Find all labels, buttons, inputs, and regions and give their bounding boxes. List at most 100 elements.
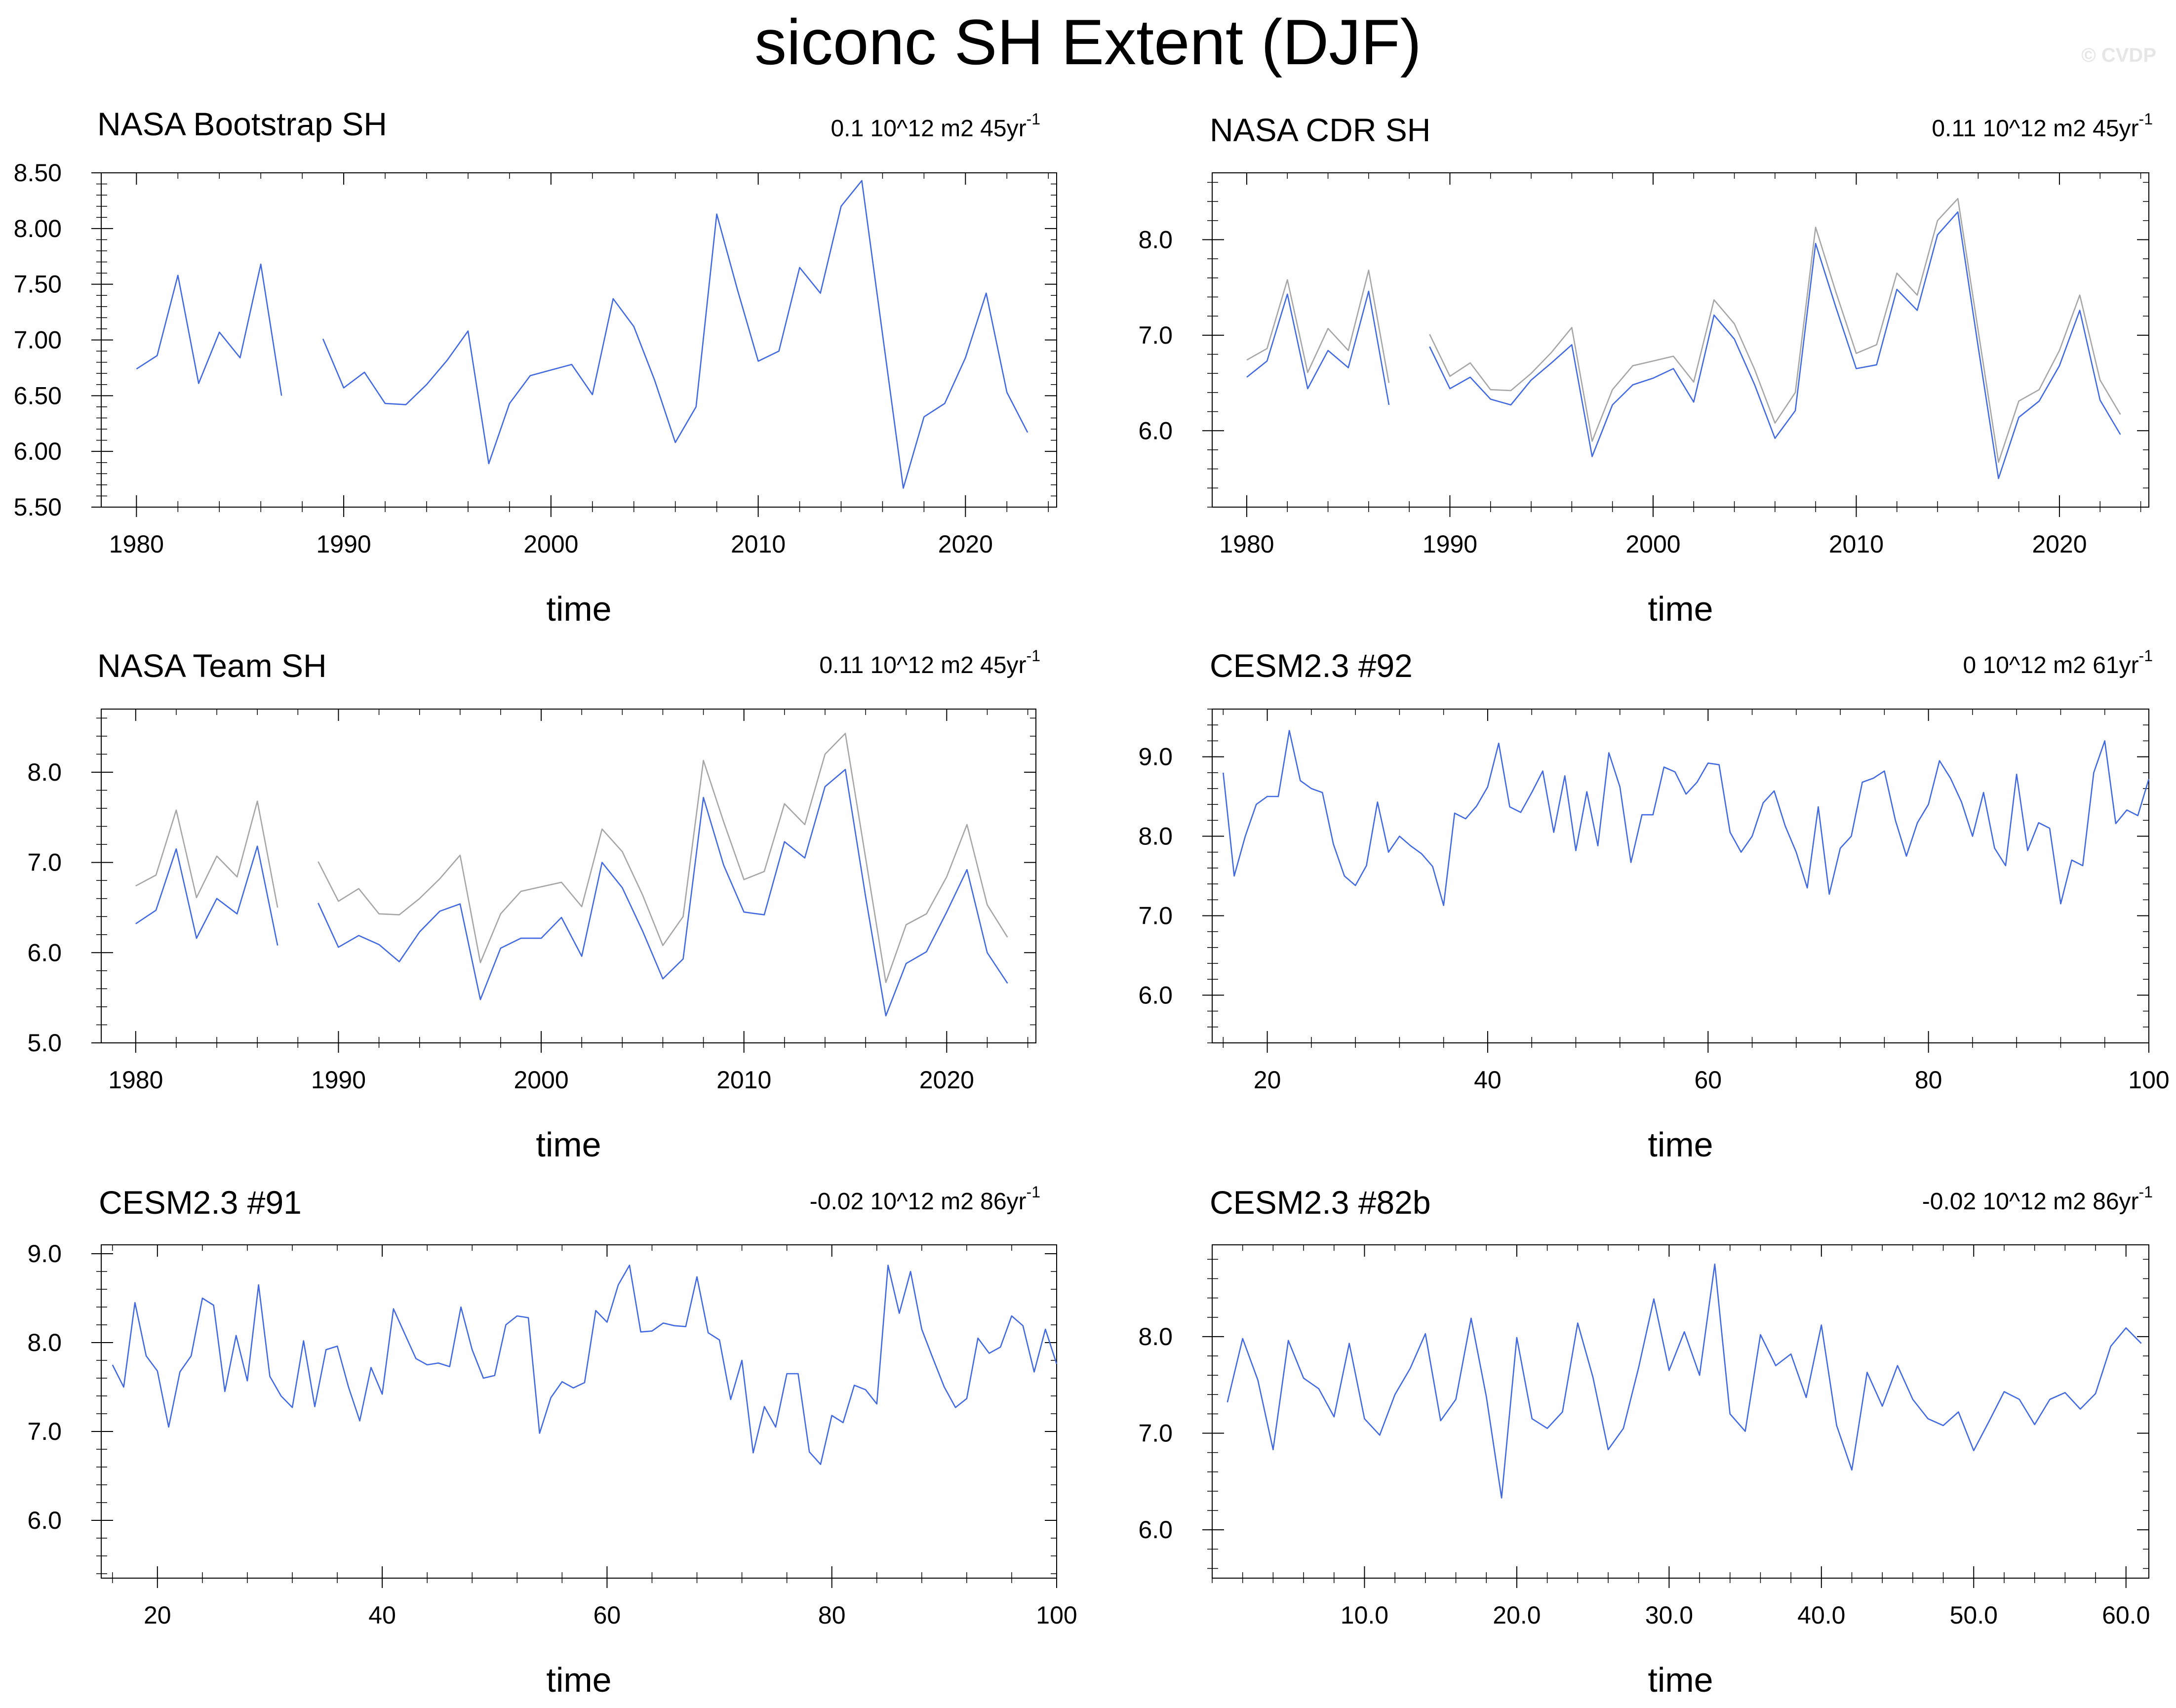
series-line <box>1246 198 2121 463</box>
x-tick-label: 1980 <box>109 530 164 558</box>
panel-title: NASA Bootstrap SH <box>97 106 387 142</box>
y-tick-label: 6.0 <box>27 939 62 966</box>
y-tick-label: 8.0 <box>27 758 62 786</box>
trend-value: 0.1 10^12 m2 45yr <box>831 116 1027 142</box>
trend-label: 0 10^12 m2 61yr-1 <box>1963 648 2153 677</box>
trend-value: 0 10^12 m2 61yr <box>1963 652 2139 678</box>
x-tick-label: 1980 <box>108 1066 163 1094</box>
y-tick-label: 7.0 <box>1138 321 1173 349</box>
x-axis-label: time <box>1648 590 1713 628</box>
trend-value: -0.02 10^12 m2 86yr <box>809 1189 1027 1215</box>
x-tick-label: 2000 <box>523 530 578 558</box>
y-tick-label: 8.0 <box>1138 1323 1173 1351</box>
series-line <box>1226 1263 2142 1499</box>
x-tick-label: 2000 <box>514 1066 568 1094</box>
y-tick-label: 5.50 <box>14 493 62 521</box>
y-tick-label: 6.0 <box>1138 981 1173 1009</box>
x-tick-label: 30.0 <box>1645 1601 1693 1629</box>
x-tick-label: 2010 <box>731 530 786 558</box>
plot-frame <box>1212 1244 2149 1579</box>
trend-superscript: -1 <box>1026 1183 1040 1201</box>
x-tick-label: 100 <box>1036 1601 1077 1629</box>
x-tick-label: 2000 <box>1625 530 1680 558</box>
y-tick-label: 8.50 <box>14 159 62 187</box>
y-tick-label: 8.00 <box>14 215 62 242</box>
y-tick-label: 8.0 <box>27 1329 62 1356</box>
x-tick-label: 1990 <box>316 530 371 558</box>
y-tick-label: 5.0 <box>27 1029 62 1057</box>
x-tick-label: 1990 <box>1423 530 1477 558</box>
x-tick-label: 60 <box>593 1601 621 1629</box>
y-tick-label: 8.0 <box>1138 823 1173 850</box>
x-tick-label: 20 <box>1254 1066 1281 1094</box>
x-tick-label: 1980 <box>1219 530 1274 558</box>
y-tick-label: 9.0 <box>27 1240 62 1268</box>
trend-value: 0.11 10^12 m2 45yr <box>1932 116 2139 142</box>
plot-frame <box>101 709 1036 1043</box>
y-tick-label: 7.00 <box>14 326 62 354</box>
x-tick-label: 1990 <box>311 1066 366 1094</box>
x-tick-label: 40 <box>368 1601 396 1629</box>
series-line <box>136 180 1029 489</box>
y-tick-label: 6.0 <box>1138 1516 1173 1544</box>
x-tick-label: 40.0 <box>1797 1601 1845 1629</box>
plot-frame <box>1212 172 2149 508</box>
y-tick-label: 7.0 <box>27 1418 62 1445</box>
x-tick-label: 60.0 <box>2102 1601 2150 1629</box>
y-tick-label: 6.50 <box>14 382 62 409</box>
series-line <box>135 733 1008 983</box>
panel-title: CESM2.3 #91 <box>99 1184 302 1221</box>
x-axis-label: time <box>546 590 611 628</box>
y-tick-label: 6.00 <box>14 437 62 465</box>
x-tick-label: 20 <box>144 1601 171 1629</box>
y-tick-label: 7.0 <box>1138 902 1173 929</box>
trend-label: 0.11 10^12 m2 45yr-1 <box>819 648 1040 677</box>
x-axis-label: time <box>546 1661 611 1699</box>
y-tick-label: 7.50 <box>14 271 62 298</box>
watermark: © CVDP <box>2081 44 2156 66</box>
x-tick-label: 10.0 <box>1341 1601 1388 1629</box>
x-tick-label: 2020 <box>919 1066 974 1094</box>
x-tick-label: 2010 <box>716 1066 771 1094</box>
trend-label: 0.11 10^12 m2 45yr-1 <box>1932 111 2153 141</box>
trend-superscript: -1 <box>2138 647 2153 665</box>
plot-frame <box>1212 709 2149 1043</box>
x-tick-label: 50.0 <box>1950 1601 1998 1629</box>
trend-value: 0.11 10^12 m2 45yr <box>819 652 1027 678</box>
x-tick-label: 20.0 <box>1493 1601 1541 1629</box>
x-tick-label: 60 <box>1694 1066 1722 1094</box>
plot-frame <box>101 1244 1057 1579</box>
trend-value: -0.02 10^12 m2 86yr <box>1922 1189 2139 1215</box>
x-tick-label: 40 <box>1474 1066 1502 1094</box>
trend-superscript: -1 <box>1026 647 1040 665</box>
figure-title: siconc SH Extent (DJF) <box>754 6 1422 78</box>
x-axis-label: time <box>1648 1125 1713 1164</box>
series-line <box>112 1265 1058 1465</box>
y-tick-label: 8.0 <box>1138 226 1173 253</box>
series-line <box>1246 211 2121 479</box>
panel-title: CESM2.3 #82b <box>1210 1184 1431 1221</box>
x-tick-label: 100 <box>2128 1066 2169 1094</box>
x-tick-label: 80 <box>818 1601 846 1629</box>
y-tick-label: 6.0 <box>1138 417 1173 444</box>
series-line <box>135 769 1008 1017</box>
y-tick-label: 6.0 <box>27 1507 62 1534</box>
y-tick-label: 7.0 <box>1138 1420 1173 1447</box>
trend-label: -0.02 10^12 m2 86yr-1 <box>1922 1184 2153 1214</box>
trend-label: 0.1 10^12 m2 45yr-1 <box>831 111 1040 141</box>
trend-label: -0.02 10^12 m2 86yr-1 <box>810 1184 1040 1214</box>
x-tick-label: 2010 <box>1829 530 1884 558</box>
x-axis-label: time <box>536 1125 601 1164</box>
panel-title: CESM2.3 #92 <box>1210 647 1413 684</box>
y-tick-label: 7.0 <box>27 849 62 876</box>
trend-superscript: -1 <box>2138 110 2153 128</box>
series-line <box>1223 730 2150 906</box>
trend-superscript: -1 <box>1026 110 1040 128</box>
trend-superscript: -1 <box>2138 1183 2153 1201</box>
